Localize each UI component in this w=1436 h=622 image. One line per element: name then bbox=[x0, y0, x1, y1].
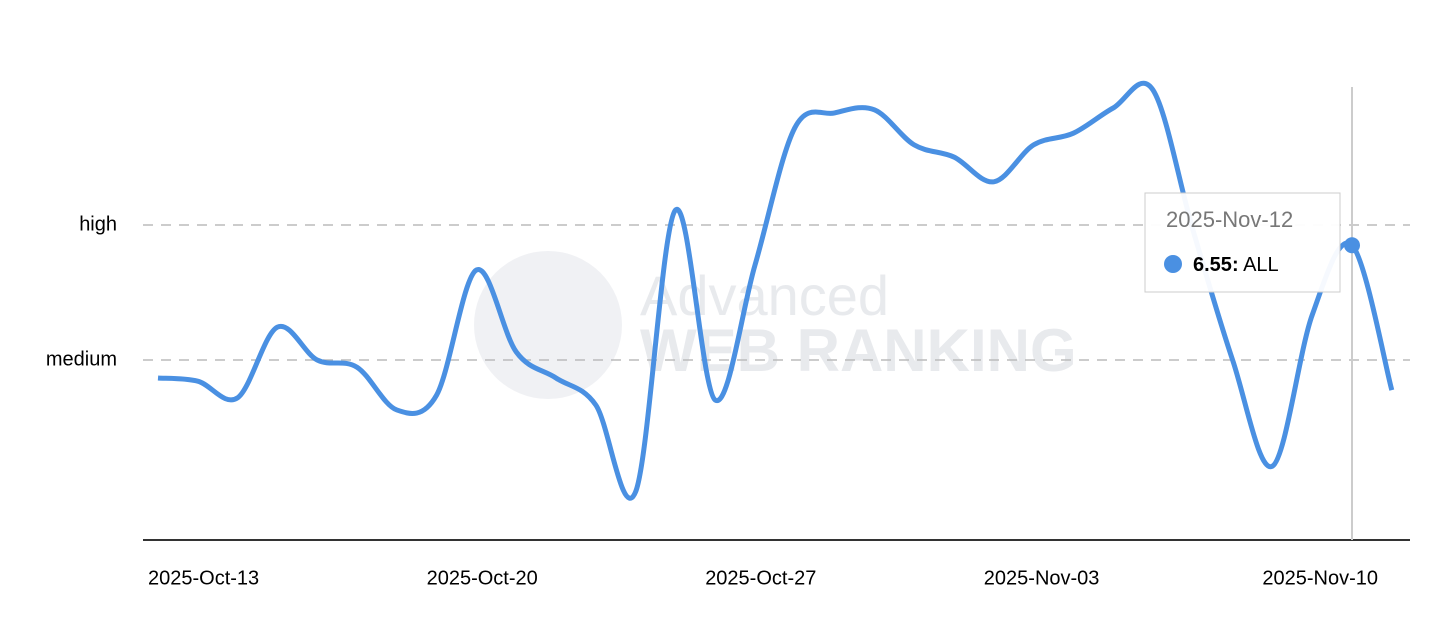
tooltip-value: 6.55: ALL bbox=[1193, 254, 1279, 276]
watermark: Advanced WEB RANKING bbox=[474, 251, 1077, 399]
tooltip-box bbox=[1144, 192, 1341, 293]
watermark-text: WEB RANKING bbox=[640, 317, 1077, 384]
y-tick-label: medium bbox=[46, 348, 117, 370]
x-tick-label: 2025-Nov-03 bbox=[984, 567, 1100, 589]
line-series bbox=[157, 80, 1395, 501]
tooltip-date: 2025-Nov-12 bbox=[1166, 207, 1293, 232]
tooltip-dot bbox=[1164, 255, 1182, 273]
watermark-globe bbox=[474, 251, 622, 399]
x-tick-label: 2025-Nov-10 bbox=[1262, 567, 1378, 589]
hover-point bbox=[1344, 237, 1360, 254]
watermark-text: Advanced bbox=[640, 264, 889, 327]
y-tick-label: high bbox=[79, 213, 117, 235]
x-tick-label: 2025-Oct-20 bbox=[427, 567, 538, 589]
x-tick-label: 2025-Oct-13 bbox=[148, 567, 259, 589]
tooltip: 2025-Nov-12 6.55: ALL bbox=[1144, 192, 1341, 293]
x-tick-label: 2025-Oct-27 bbox=[705, 567, 816, 589]
